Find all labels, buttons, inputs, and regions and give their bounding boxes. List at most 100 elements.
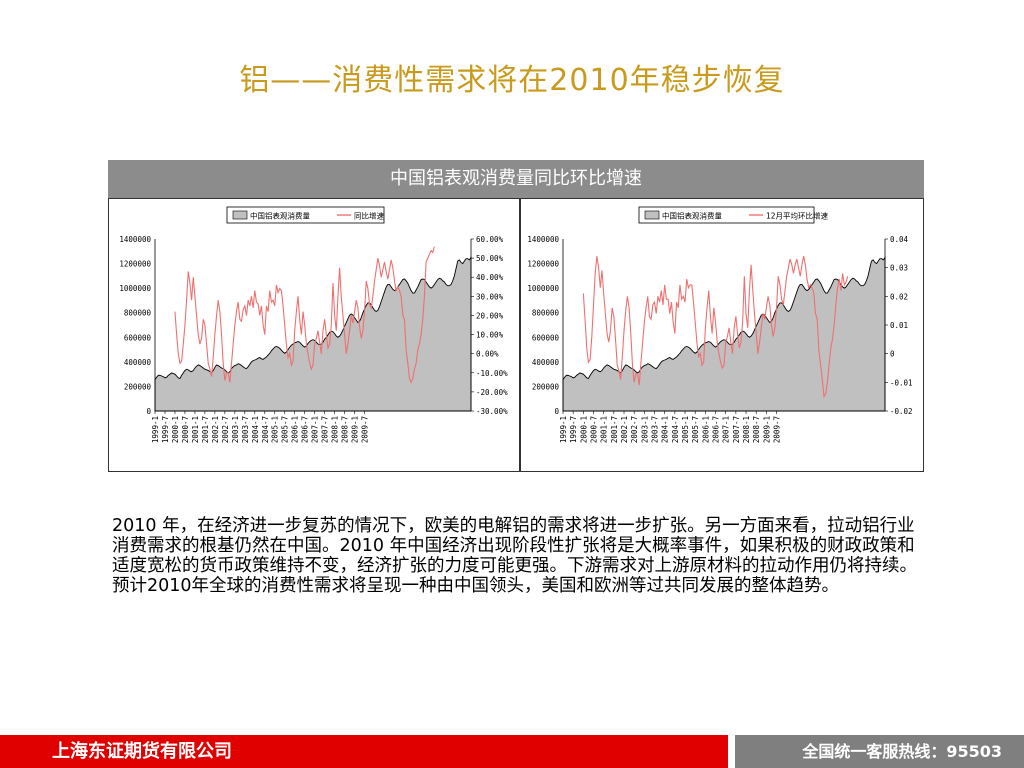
left-chart-y-left-tick: 600000	[124, 333, 152, 342]
footer-hotline-bar: 全国统一客服热线：95503	[735, 735, 1024, 768]
left-chart-y-right-tick: 20.00%	[476, 311, 504, 320]
right-chart-y-right-tick: 0.04	[890, 235, 909, 244]
right-chart-y-left-tick: 1200000	[527, 260, 559, 269]
left-chart-y-right-tick: 40.00%	[476, 273, 504, 282]
right-chart-y-right-tick: -0.01	[890, 378, 913, 387]
right-chart-legend-area-swatch	[644, 210, 660, 220]
right-chart-x-tick: 2001-7	[610, 416, 619, 443]
left-chart-y-left-tick: 200000	[124, 382, 152, 391]
left-chart-x-tick: 2009-1	[351, 416, 360, 443]
left-chart-legend-label-area: 中国铝表观消费量	[250, 211, 310, 221]
right-chart-y-right-tick: 0.02	[890, 292, 908, 301]
footer-company-bar: 上海东证期货有限公司	[0, 735, 728, 768]
left-chart-x-tick: 2009-7	[361, 416, 370, 443]
left-chart-y-right-tick: 0.00%	[476, 350, 499, 359]
left-chart-legend-label-line: 同比增速	[354, 211, 384, 221]
left-chart-legend-area-swatch	[232, 210, 248, 220]
right-chart-x-tick: 2008-7	[752, 416, 761, 443]
left-chart-y-right-tick: 60.00%	[476, 235, 504, 244]
right-chart-y-right-tick: 0	[890, 350, 895, 359]
right-chart-x-tick: 2000-7	[590, 416, 599, 443]
left-chart-x-tick: 2003-1	[231, 416, 240, 443]
right-chart-x-tick: 2003-7	[651, 416, 660, 443]
left-chart-legend-box	[226, 206, 385, 224]
left-chart-y-right-tick: 30.00%	[476, 292, 504, 301]
left-chart-line-series	[174, 246, 435, 384]
right-chart-y-left-tick: 200000	[532, 382, 560, 391]
left-chart-x-tick: 2007-7	[321, 416, 330, 443]
left-chart-x-tick: 2004-7	[261, 416, 270, 443]
left-chart-area-series	[154, 255, 472, 412]
left-chart-x-tick: 2006-1	[291, 416, 300, 443]
panel-header: 中国铝表观消费量同比环比增速	[108, 160, 924, 198]
left-chart-x-tick: 2000-1	[171, 416, 180, 443]
left-chart-x-tick: 2001-7	[201, 416, 210, 443]
left-chart-x-tick: 2001-1	[191, 416, 200, 443]
right-chart-y-left-tick: 1000000	[527, 284, 559, 293]
chart-consumption-mom: 中国铝表观消费量 12月平均环比增速 0 200000 400000 600000 8000…	[520, 198, 924, 472]
right-chart-x-tick: 2007-1	[722, 416, 731, 443]
left-chart-y-left-tick: 400000	[124, 358, 152, 367]
right-chart-x-tick: 2004-1	[661, 416, 670, 443]
left-chart-x-tick: 2005-1	[271, 416, 280, 443]
left-chart-y-right-tick: -30.00%	[476, 407, 508, 416]
left-chart-y-left-tick: 1200000	[119, 260, 151, 269]
slide-title: 铝——消费性需求将在2010年稳步恢复	[239, 63, 785, 98]
right-chart-x-tick: 2009-7	[773, 416, 782, 443]
right-chart-x-tick: 2006-7	[712, 416, 721, 443]
right-chart-x-tick: 1999-7	[569, 416, 578, 443]
right-chart-x-tick: 2003-1	[640, 416, 649, 443]
right-chart-legend: 中国铝表观消费量 12月平均环比增速	[638, 206, 829, 224]
footer-hotline: 全国统一客服热线：95503	[802, 742, 1002, 761]
right-chart-y-right-tick: -0.02	[890, 407, 913, 416]
right-chart-x-tick: 2001-1	[600, 416, 609, 443]
right-chart-x-tick: 2005-7	[691, 416, 700, 443]
left-chart-y-right-tick: -20.00%	[476, 388, 508, 397]
right-chart-y-right-tick: 0.01	[890, 321, 908, 330]
right-chart-legend-label-area: 中国铝表观消费量	[662, 211, 722, 221]
left-chart-y-right-tick: 50.00%	[476, 254, 504, 263]
left-chart-x-tick: 2002-1	[211, 416, 220, 443]
right-chart-legend-box	[638, 206, 815, 224]
left-chart-y-left-tick: 1400000	[119, 235, 151, 244]
analysis-paragraph: 2010 年，在经济进一步复苏的情况下，欧美的电解铝的需求将进一步扩张。另一方面…	[112, 516, 917, 596]
right-chart-x-tick: 2004-7	[671, 416, 680, 443]
left-chart-x-tick: 2004-1	[251, 416, 260, 443]
left-chart-x-tick: 2008-7	[341, 416, 350, 443]
right-chart-x-tick: 1999-1	[559, 416, 568, 443]
left-chart-y-left-tick: 1000000	[119, 284, 151, 293]
right-chart-x-tick: 2007-7	[732, 416, 741, 443]
right-chart-y-left-tick: 800000	[532, 309, 560, 318]
right-chart-x-tick: 2005-1	[681, 416, 690, 443]
left-chart-x-tick: 2006-7	[301, 416, 310, 443]
right-chart-y-left-tick: 0	[554, 407, 559, 416]
left-chart-y-right-tick: 10.00%	[476, 331, 504, 340]
left-chart-y-left-tick: 0	[146, 407, 151, 416]
right-chart-x-tick: 2002-7	[630, 416, 639, 443]
left-chart-x-tick: 2005-7	[281, 416, 290, 443]
chart-consumption-yoy: 中国铝表观消费量 同比增速 0 200000 400000 600000 800000 100…	[108, 198, 520, 472]
left-chart-x-tick: 2002-7	[221, 416, 230, 443]
right-chart-legend-label-line: 12月平均环比增速	[766, 211, 829, 221]
right-chart-y-left-tick: 1400000	[527, 235, 559, 244]
left-chart-x-tick: 2003-7	[241, 416, 250, 443]
left-chart-x-tick: 2007-1	[311, 416, 320, 443]
right-chart-x-tick: 2002-1	[620, 416, 629, 443]
right-chart-x-tick: 2008-1	[742, 416, 751, 443]
right-chart-y-left-tick: 400000	[532, 358, 560, 367]
left-chart-y-left-tick: 800000	[124, 309, 152, 318]
left-chart-x-tick: 2000-7	[181, 416, 190, 443]
right-chart-y-left-tick: 600000	[532, 333, 560, 342]
left-chart-legend: 中国铝表观消费量 同比增速	[226, 206, 385, 224]
chart-consumption-mom-plot: 中国铝表观消费量 12月平均环比增速 0 200000 400000 600000 8000…	[527, 206, 913, 443]
right-chart-area-series	[562, 255, 886, 412]
chart-consumption-yoy-plot: 中国铝表观消费量 同比增速 0 200000 400000 600000 800000 100…	[119, 206, 508, 443]
right-chart-x-tick: 2009-1	[762, 416, 771, 443]
left-chart-x-tick: 1999-7	[161, 416, 170, 443]
right-chart-x-tick: 2006-1	[701, 416, 710, 443]
left-chart-y-right-tick: -10.00%	[476, 369, 508, 378]
right-chart-line-series	[582, 256, 849, 399]
footer-company-name: 上海东证期货有限公司	[52, 741, 232, 762]
right-chart-y-right-tick: 0.03	[890, 264, 908, 273]
right-chart-x-tick: 2000-1	[579, 416, 588, 443]
